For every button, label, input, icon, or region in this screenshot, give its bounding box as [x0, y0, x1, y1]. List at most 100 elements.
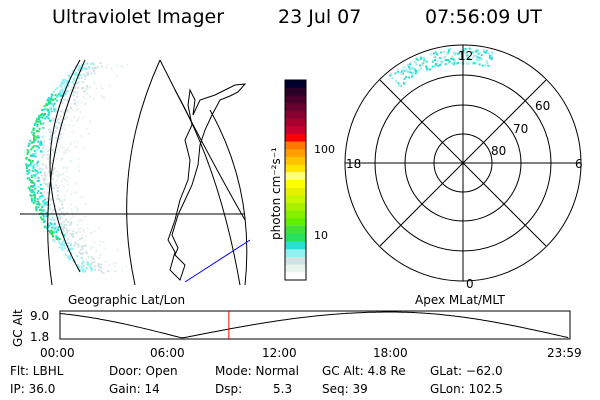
colorbar-band	[285, 180, 306, 189]
aurora-pixel	[436, 53, 439, 56]
aurora-pixel	[74, 102, 77, 105]
aurora-pixel	[466, 52, 469, 55]
aurora-pixel	[411, 75, 414, 78]
aurora-pixel	[61, 248, 64, 251]
aurora-pixel	[85, 267, 88, 270]
xtick: 06:00	[150, 346, 185, 360]
aurora-pixel	[70, 119, 73, 122]
aurora-pixel	[60, 82, 63, 85]
aurora-pixel	[80, 252, 83, 255]
aurora-pixel	[450, 57, 453, 60]
aurora-pixel	[483, 51, 486, 54]
aurora-pixel	[44, 112, 47, 115]
aurora-pixel	[448, 47, 451, 50]
aurora-pixel	[59, 243, 62, 246]
aurora-pixel	[30, 174, 33, 177]
aurora-pixel	[49, 222, 52, 225]
aurora-pixel	[58, 208, 61, 211]
aurora-pixel	[86, 92, 89, 95]
aurora-pixel	[52, 117, 55, 120]
aurora-pixel	[99, 254, 102, 257]
aurora-pixel	[82, 96, 85, 99]
aurora-pixel	[43, 226, 46, 229]
aurora-pixel	[64, 149, 67, 152]
meridian-line	[47, 59, 86, 286]
aurora-pixel	[60, 226, 63, 229]
aurora-pixel	[33, 145, 36, 148]
aurora-pixel	[44, 182, 47, 185]
aurora-pixel	[486, 62, 489, 65]
aurora-pixel	[42, 179, 45, 182]
aurora-pixel	[47, 108, 50, 111]
aurora-pixel	[407, 70, 410, 73]
aurora-pixel	[51, 172, 54, 175]
aurora-pixel	[60, 110, 63, 113]
aurora-pixel	[478, 51, 481, 54]
aurora-pixel	[60, 136, 63, 139]
xtick: 23:59	[547, 346, 582, 360]
aurora-pixel	[69, 233, 72, 236]
aurora-pixel	[83, 92, 86, 95]
aurora-pixel	[30, 131, 33, 134]
aurora-pixel	[77, 220, 80, 223]
aurora-pixel	[90, 62, 93, 65]
colorbar-band	[285, 218, 306, 227]
aurora-pixel	[49, 218, 52, 221]
aurora-pixel	[447, 49, 450, 52]
aurora-pixel	[61, 211, 64, 214]
lat-label-70: 70	[513, 122, 528, 136]
aurora-pixel	[73, 141, 76, 144]
aurora-pixel	[50, 110, 53, 113]
aurora-pixel	[62, 244, 65, 247]
aurora-pixel	[44, 203, 47, 206]
aurora-pixel	[26, 152, 29, 155]
aurora-pixel	[58, 207, 61, 210]
aurora-pixel	[93, 82, 96, 85]
aurora-pixel	[62, 172, 65, 175]
aurora-pixel	[30, 191, 33, 194]
aurora-pixel	[82, 268, 85, 271]
aurora-pixel	[30, 162, 33, 165]
aurora-pixel	[32, 127, 35, 130]
aurora-pixel	[94, 265, 97, 268]
aurora-pixel	[43, 108, 46, 111]
aurora-pixel	[31, 200, 34, 203]
aurora-pixel	[82, 90, 85, 93]
aurora-pixel	[37, 140, 40, 143]
aurora-pixel	[100, 65, 103, 68]
aurora-pixel	[81, 234, 84, 237]
aurora-pixel	[451, 57, 454, 60]
aurora-pixel	[37, 120, 40, 123]
aurora-pixel	[90, 269, 93, 272]
aurora-pixel	[37, 189, 40, 192]
aurora-pixel	[44, 171, 47, 174]
aurora-pixel	[36, 123, 39, 126]
aurora-pixel	[27, 145, 30, 148]
aurora-pixel	[30, 176, 33, 179]
aurora-pixel	[107, 270, 110, 273]
aurora-pixel	[60, 144, 63, 147]
aurora-pixel	[60, 242, 63, 245]
dsp-label: Dsp:	[215, 382, 243, 396]
aurora-pixel	[41, 116, 44, 119]
aurora-pixel	[35, 145, 38, 148]
aurora-pixel	[34, 152, 37, 155]
aurora-pixel	[80, 257, 83, 260]
aurora-pixel	[73, 91, 76, 94]
aurora-pixel	[48, 97, 51, 100]
aurora-pixel	[413, 68, 416, 71]
aurora-pixel	[409, 62, 412, 65]
aurora-pixel	[110, 67, 113, 70]
aurora-pixel	[70, 208, 73, 211]
aurora-pixel	[26, 165, 29, 168]
aurora-pixel	[44, 202, 47, 205]
aurora-pixel	[55, 127, 58, 130]
aurora-pixel	[56, 96, 59, 99]
aurora-pixel	[62, 146, 65, 149]
aurora-pixel	[43, 174, 46, 177]
aurora-pixel	[47, 113, 50, 116]
aurora-pixel	[59, 159, 62, 162]
aurora-pixel	[467, 58, 470, 61]
aurora-pixel	[90, 261, 93, 264]
aurora-pixel	[64, 98, 67, 101]
